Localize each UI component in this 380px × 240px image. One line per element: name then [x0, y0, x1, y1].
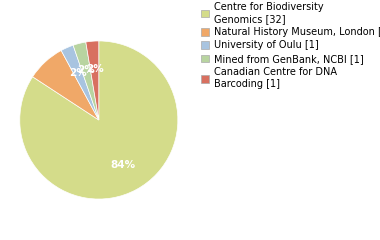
Text: 2%: 2%: [86, 64, 103, 74]
Text: 2%: 2%: [69, 68, 87, 78]
Wedge shape: [86, 41, 99, 120]
Wedge shape: [20, 41, 178, 199]
Wedge shape: [61, 45, 99, 120]
Text: 84%: 84%: [111, 160, 136, 170]
Wedge shape: [33, 50, 99, 120]
Wedge shape: [73, 42, 99, 120]
Text: 2%: 2%: [77, 65, 95, 75]
Legend: Centre for Biodiversity
Genomics [32], Natural History Museum, London [3], Unive: Centre for Biodiversity Genomics [32], N…: [199, 0, 380, 91]
